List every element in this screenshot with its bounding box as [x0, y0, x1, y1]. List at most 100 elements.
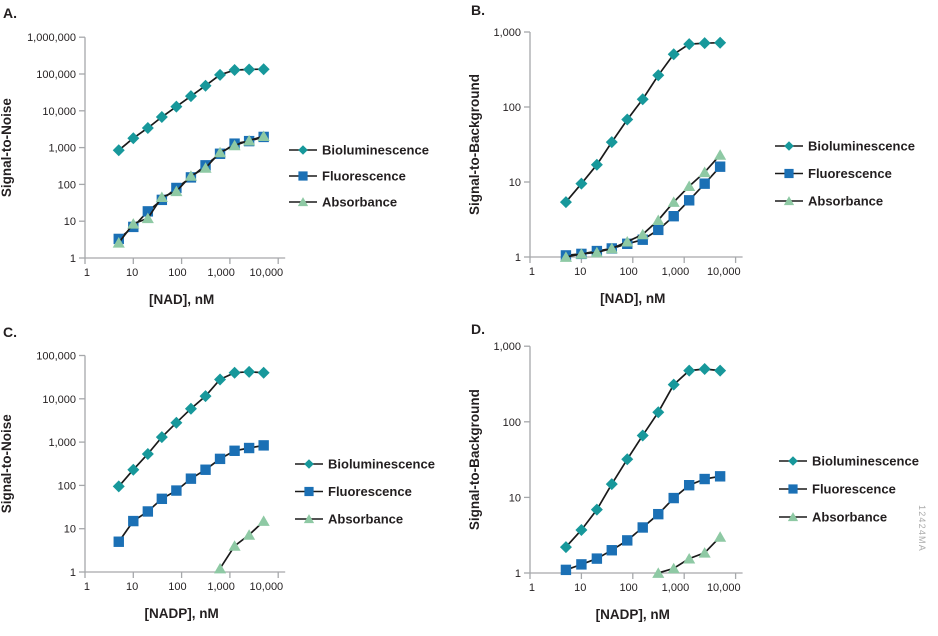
panel-d: D. 1 10 100 1,000 1 10 100 1,000 10,000 [NADP], nM… — [468, 318, 938, 636]
panel-b: B. 1 10 100 1,000 1 10 100 1,000 10,000 [NAD], nM S… — [468, 0, 938, 318]
diamond-marker-icon — [112, 480, 125, 493]
square-marker-icon — [653, 508, 664, 520]
diamond-marker-icon — [636, 429, 649, 442]
x-tick-label: 10,000 — [250, 581, 284, 593]
legend-item-absorbance: Absorbance — [775, 194, 883, 209]
panel-letter: B. — [471, 2, 485, 18]
triangle-marker-icon — [714, 531, 727, 542]
legend-diamond-icon — [304, 459, 314, 469]
y-tick-label: 100 — [503, 102, 521, 114]
triangle-marker-icon — [683, 180, 696, 192]
y-tick-label: 1,000,000 — [27, 32, 76, 44]
square-marker-icon — [683, 480, 695, 491]
diamond-marker-icon — [141, 122, 154, 135]
legend-item-bioluminescence: Bioluminescence — [289, 143, 429, 158]
square-marker-icon — [128, 515, 139, 527]
triangle-marker-icon — [155, 191, 168, 203]
x-tick-label: 1,000 — [662, 266, 690, 278]
triangle-marker-icon — [652, 214, 665, 226]
legend-diamond-icon — [298, 145, 308, 155]
legend-label: Absorbance — [812, 510, 887, 525]
diamond-marker-icon — [605, 136, 618, 149]
legend-item-absorbance: Absorbance — [289, 195, 397, 210]
legend-label: Absorbance — [322, 195, 397, 210]
diamond-marker-icon — [683, 38, 696, 51]
diamond-marker-icon — [243, 365, 256, 378]
legend-item-bioluminescence: Bioluminescence — [295, 457, 435, 472]
diamond-marker-icon — [141, 448, 154, 461]
square-marker-icon — [258, 440, 269, 451]
x-tick-label: 1,000 — [207, 581, 235, 593]
x-tick-label: 1 — [529, 266, 535, 278]
triangle-marker-icon — [243, 134, 256, 146]
legend-triangle-icon — [787, 512, 799, 522]
diamond-marker-icon — [667, 378, 680, 391]
triangle-marker-icon — [636, 228, 649, 240]
diamond-marker-icon — [590, 503, 603, 516]
square-marker-icon — [171, 485, 182, 496]
square-marker-icon — [113, 536, 124, 547]
y-tick-label: 1,000 — [493, 341, 521, 353]
legend-label: Fluorescence — [322, 169, 406, 184]
legend-item-fluorescence: Fluorescence — [775, 166, 892, 181]
legend: Bioluminescence Fluorescence Absorbance — [295, 457, 435, 527]
figure-number-watermark: 12424MA — [917, 505, 927, 552]
y-tick-label: 100,000 — [36, 69, 76, 81]
diamond-marker-icon — [214, 373, 227, 386]
square-marker-icon — [714, 471, 726, 482]
legend-triangle-icon — [297, 197, 309, 207]
diamond-marker-icon — [652, 406, 665, 419]
legend-square-icon — [298, 171, 308, 181]
x-axis-title: [NAD], nM — [600, 291, 665, 306]
triangle-marker-icon — [127, 218, 140, 229]
diamond-marker-icon — [155, 110, 168, 123]
x-axis-title: [NADP], nM — [144, 606, 218, 621]
square-marker-icon — [214, 453, 226, 465]
square-marker-icon — [606, 545, 617, 556]
series-line-absorbance — [219, 520, 265, 570]
panel-letter: C. — [3, 324, 17, 340]
x-tick-label: 10 — [126, 267, 138, 279]
triangle-marker-icon — [243, 529, 256, 540]
y-tick-label: 1 — [70, 567, 76, 579]
y-tick-label: 10,000 — [42, 394, 76, 406]
y-tick-label: 1,000 — [48, 437, 76, 449]
diamond-marker-icon — [590, 158, 603, 171]
triangle-marker-icon — [714, 149, 727, 160]
square-marker-icon — [653, 224, 664, 236]
y-axis-title: Signal-to-Background — [468, 389, 482, 530]
square-marker-icon — [637, 234, 648, 245]
chart-svg-c: C. 1 10 100 1,000 10,000 100,000 1 10 100 1,000 10,… — [0, 324, 435, 621]
legend-square-icon — [788, 484, 798, 494]
diamond-marker-icon — [199, 390, 212, 403]
diamond-marker-icon — [243, 63, 256, 76]
x-tick-label: 100 — [619, 582, 637, 594]
legend-label: Bioluminescence — [812, 454, 919, 469]
legend-item-bioluminescence: Bioluminescence — [775, 139, 915, 154]
series-line-fluorescence — [118, 136, 264, 240]
diamond-marker-icon — [127, 463, 140, 476]
square-marker-icon — [637, 522, 648, 533]
x-tick-label: 100 — [619, 266, 637, 278]
x-tick-label: 10,000 — [250, 267, 284, 279]
y-tick-label: 10 — [509, 177, 521, 189]
triangle-marker-icon — [590, 246, 603, 258]
y-tick-label: 10,000 — [42, 106, 76, 118]
legend-label: Bioluminescence — [322, 143, 429, 158]
panel-letter: D. — [471, 321, 485, 337]
diamond-marker-icon — [683, 364, 696, 377]
x-tick-label: 10 — [126, 581, 138, 593]
panel-a: A. 1 10 100 1,000 10,000 100,000 1,000,000 1 10 10… — [0, 0, 470, 318]
series-line-bioluminescence — [565, 368, 721, 548]
square-marker-icon — [714, 161, 726, 172]
triangle-marker-icon — [184, 170, 197, 181]
square-marker-icon — [699, 473, 710, 485]
x-tick-label: 1 — [529, 582, 535, 594]
legend-label: Bioluminescence — [808, 139, 915, 154]
triangle-marker-icon — [199, 162, 212, 173]
x-tick-label: 10 — [574, 582, 586, 594]
triangle-marker-icon — [698, 547, 711, 558]
triangle-marker-icon — [605, 242, 618, 254]
y-tick-label: 10 — [509, 492, 521, 504]
